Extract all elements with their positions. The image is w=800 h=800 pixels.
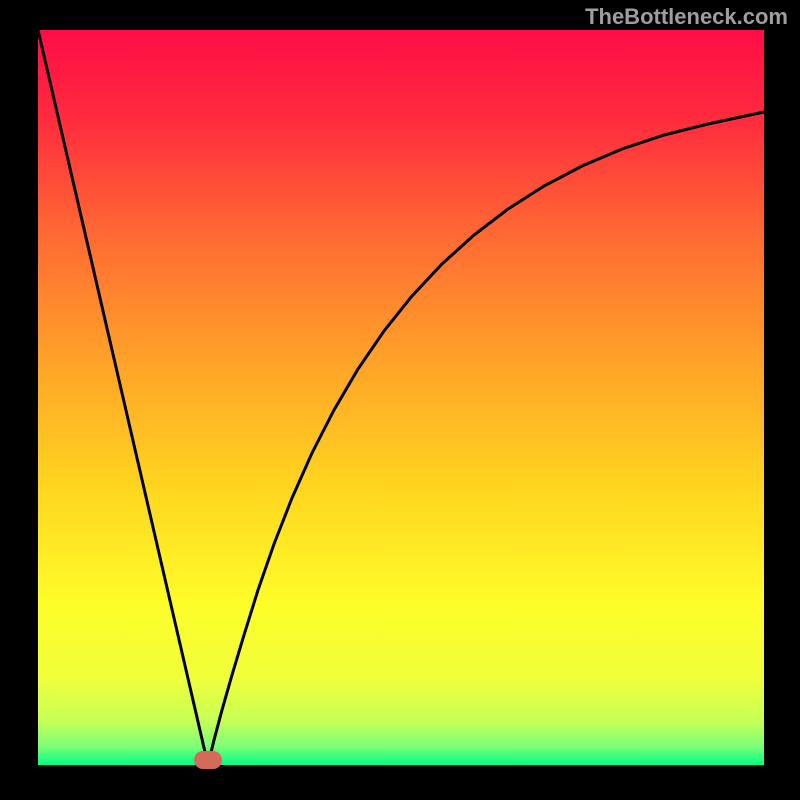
minimum-marker xyxy=(194,751,222,769)
watermark-text: TheBottleneck.com xyxy=(585,4,788,30)
plot-area xyxy=(38,30,764,765)
curve-left-branch xyxy=(38,30,208,765)
curve-right-branch xyxy=(208,112,764,765)
chart-container: TheBottleneck.com xyxy=(0,0,800,800)
bottleneck-curve-svg xyxy=(38,30,764,765)
